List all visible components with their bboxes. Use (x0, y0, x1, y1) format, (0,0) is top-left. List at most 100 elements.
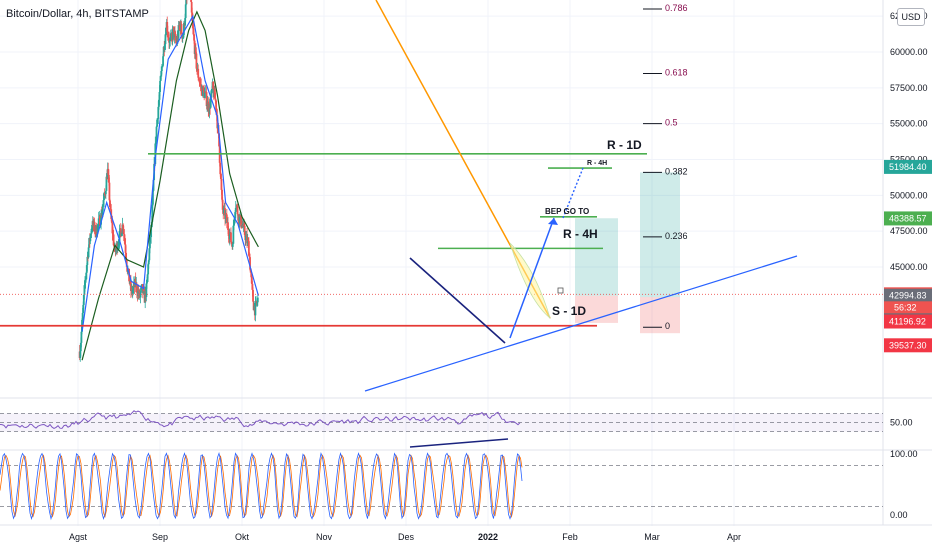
candle-body (135, 283, 138, 293)
candle-body (222, 208, 225, 213)
candle-body (142, 289, 145, 294)
candle-body (156, 119, 159, 127)
candles (78, 0, 259, 362)
candle-body (249, 269, 252, 273)
candle-body (149, 237, 152, 238)
candle-body (112, 233, 114, 235)
candle-body (80, 331, 83, 343)
rsi-line (0, 410, 521, 429)
candle-body (243, 223, 245, 226)
candle-body (215, 100, 217, 111)
candle-body (79, 342, 82, 352)
stoch-tick-0: 0.00 (890, 510, 908, 520)
candle-body (82, 304, 85, 313)
candle-body (159, 80, 161, 92)
navy-trendline (409, 257, 506, 344)
candle-body (224, 214, 227, 219)
projection-arrow (509, 217, 555, 339)
annotation-r4h-small: R - 4H (587, 160, 607, 167)
candle-body (156, 118, 159, 120)
candle-body (122, 229, 125, 234)
candle-body (152, 190, 154, 205)
candle-body (197, 77, 200, 81)
time-tick-3: Nov (316, 532, 333, 542)
candle-body (121, 233, 123, 237)
candle-body (195, 53, 198, 69)
candle-body (243, 225, 246, 235)
candle-body (162, 56, 164, 66)
candle-body (255, 301, 258, 304)
candle-body (219, 162, 222, 175)
candle-body (115, 248, 117, 252)
candle-body (162, 46, 165, 57)
candle-body (166, 21, 169, 32)
candle-body (232, 225, 235, 244)
time-tick-4: Des (398, 532, 415, 542)
candle-body (140, 284, 143, 288)
candle-body (173, 31, 176, 38)
currency-button[interactable]: USD (897, 8, 925, 26)
candle-body (104, 190, 107, 195)
price-tick-4: 52500.00 (890, 155, 928, 165)
fib-target-zone (640, 172, 680, 298)
candle-body (221, 189, 223, 200)
candle-body (139, 292, 142, 297)
candle-body (134, 278, 137, 288)
candle-body (239, 217, 241, 224)
candle-body (110, 218, 113, 223)
candle-body (254, 302, 257, 316)
price-tick-5: 50000.00 (890, 190, 928, 200)
candle-body (155, 141, 157, 144)
candle-body (185, 0, 188, 5)
dotted-projection-arrow (562, 167, 584, 219)
candle-body (209, 97, 212, 108)
candle-body (147, 260, 150, 265)
candle-body (197, 68, 200, 78)
price-tag-bg (884, 314, 932, 329)
candle-body (227, 229, 230, 236)
candle-body (193, 34, 195, 41)
candle-body (83, 285, 86, 296)
candle-body (148, 248, 151, 261)
candle-body (91, 227, 94, 229)
time-tick-2: Okt (235, 532, 250, 542)
candle-body (147, 264, 150, 275)
fib-level-label-0: 0.786 (665, 3, 688, 13)
marker-square (557, 287, 564, 294)
candle-body (168, 41, 171, 43)
candle-body (164, 34, 167, 45)
candle-body (224, 208, 226, 219)
candle-body (107, 168, 110, 175)
candle-body (199, 83, 202, 85)
annotation-r1d: R - 1D (607, 138, 642, 152)
candle-body (210, 90, 213, 98)
fib-level-label-5: 0 (665, 321, 670, 331)
candle-body (193, 40, 196, 55)
candle-body (124, 237, 126, 245)
candle-body (203, 92, 206, 99)
candle-body (169, 39, 172, 42)
candle-body (109, 200, 111, 208)
candle-body (206, 105, 209, 107)
candle-body (230, 242, 233, 245)
candle-body (105, 176, 108, 191)
price-tick-7: 45000.00 (890, 262, 928, 272)
candle-body (250, 272, 253, 278)
candle-body (228, 234, 231, 239)
candle-body (250, 277, 253, 284)
candle-body (182, 34, 185, 39)
candle-body (202, 86, 205, 91)
candle-body (214, 89, 216, 99)
rsi-tick-50: 50.00 (890, 418, 913, 428)
candle-body (190, 0, 192, 2)
candle-body (145, 283, 148, 297)
annotation-s1d: S - 1D (552, 304, 586, 318)
candle-body (214, 98, 217, 101)
candle-body (207, 101, 210, 112)
candle-body (208, 103, 211, 114)
candle-body (211, 88, 213, 91)
candle-body (184, 4, 187, 19)
candle-body (246, 234, 248, 244)
candle-body (97, 218, 100, 224)
